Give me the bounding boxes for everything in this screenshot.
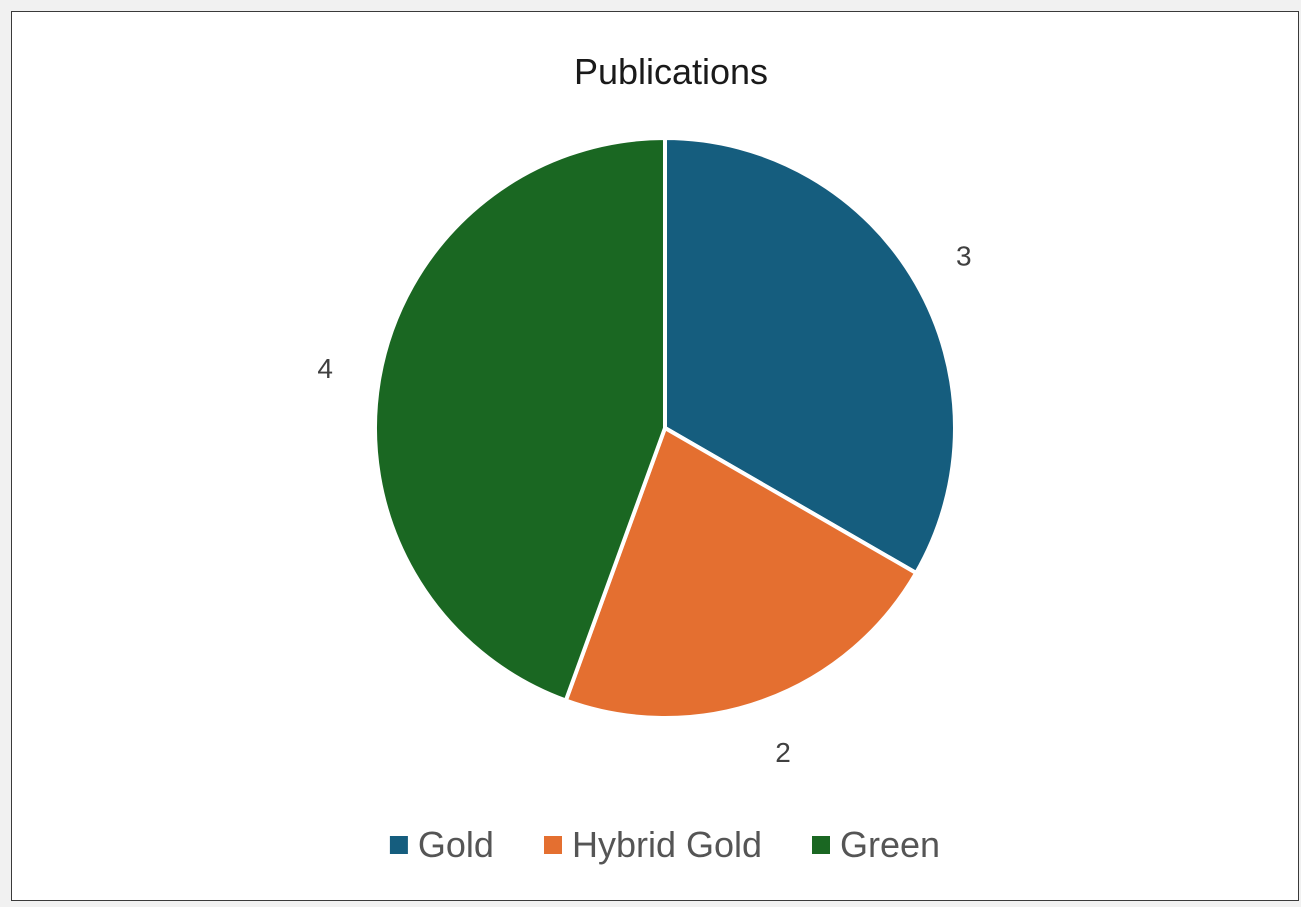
pie-slice-green — [373, 136, 667, 703]
pie-chart: Publications 3 2 4 Gold Hybrid Gold Green — [317, 51, 971, 865]
pie-slice-gold — [663, 136, 957, 575]
legend-label: Green — [840, 824, 940, 865]
legend: Gold Hybrid Gold Green — [389, 824, 940, 865]
data-label-green: 4 — [317, 353, 333, 384]
pie-slices — [373, 136, 957, 720]
legend-item-hybrid-gold: Hybrid Gold — [544, 824, 762, 865]
legend-label: Gold — [418, 824, 494, 865]
legend-label: Hybrid Gold — [572, 824, 762, 865]
data-label-hybrid-gold: 2 — [775, 737, 791, 768]
chart-area: Publications 3 2 4 Gold Hybrid Gold Green — [11, 11, 1299, 901]
legend-swatch — [389, 836, 408, 854]
legend-swatch — [812, 836, 830, 854]
legend-swatch — [544, 836, 562, 854]
chart-title: Publications — [574, 51, 768, 92]
legend-item-gold: Gold — [389, 824, 494, 865]
data-labels: 3 2 4 — [317, 241, 971, 769]
pie-slice-hybrid-gold — [563, 426, 919, 720]
legend-item-green: Green — [812, 824, 940, 865]
data-label-gold: 3 — [956, 241, 972, 272]
